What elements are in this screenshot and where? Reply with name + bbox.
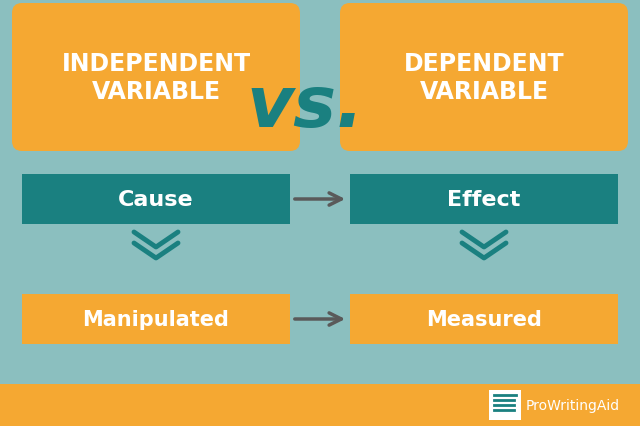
Bar — [350, 175, 618, 225]
FancyBboxPatch shape — [340, 4, 628, 152]
Bar — [22, 294, 290, 344]
Text: ProWritingAid: ProWritingAid — [526, 398, 620, 412]
Bar — [350, 294, 618, 344]
Text: vs.: vs. — [246, 73, 364, 142]
Text: INDEPENDENT
VARIABLE: INDEPENDENT VARIABLE — [61, 52, 251, 104]
Bar — [22, 175, 290, 225]
FancyBboxPatch shape — [489, 390, 521, 420]
Text: Manipulated: Manipulated — [83, 309, 229, 329]
Text: Cause: Cause — [118, 190, 194, 210]
Text: DEPENDENT
VARIABLE: DEPENDENT VARIABLE — [404, 52, 564, 104]
Text: Effect: Effect — [447, 190, 521, 210]
Bar — [0, 384, 640, 426]
Text: Measured: Measured — [426, 309, 542, 329]
FancyBboxPatch shape — [12, 4, 300, 152]
